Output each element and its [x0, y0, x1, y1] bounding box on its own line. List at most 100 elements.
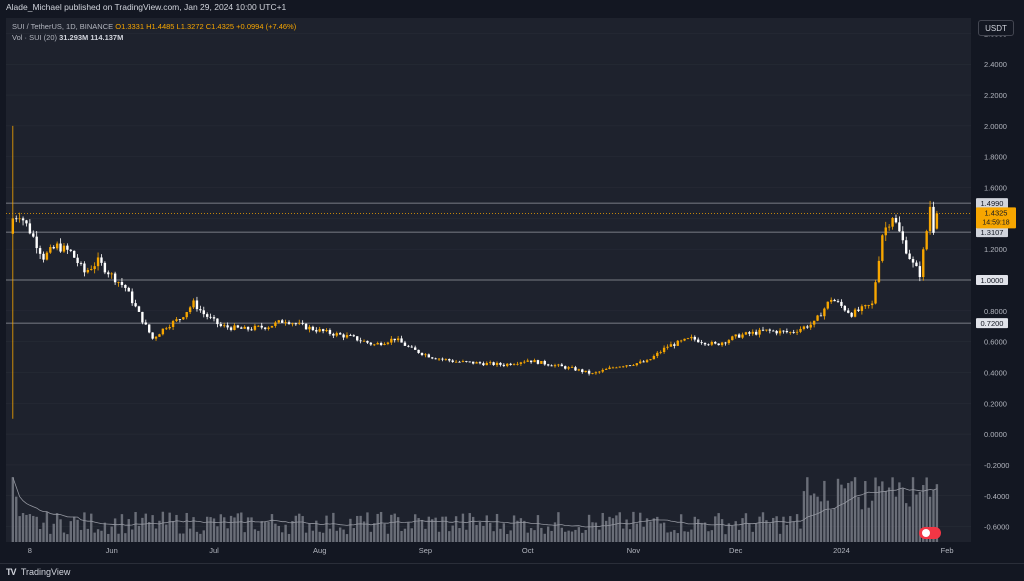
candle-body — [93, 266, 96, 270]
volume-bar — [727, 523, 731, 542]
volume-bar — [257, 530, 260, 542]
volume-bar — [287, 533, 291, 542]
candle-body — [55, 243, 59, 249]
volume-bar — [345, 534, 349, 542]
volume-bar — [564, 531, 567, 542]
candle-body — [823, 308, 826, 317]
volume-bar — [134, 512, 137, 542]
candle-body — [639, 361, 642, 364]
volume-bar — [734, 521, 737, 542]
legend-volume-row[interactable]: Vol · SUI (20) 31.293M 114.137M — [12, 33, 123, 42]
x-tick-label: Jun — [106, 546, 118, 555]
candle-body — [482, 363, 485, 366]
volume-bar — [492, 531, 495, 542]
legend-symbol-row[interactable]: SUI / TetherUS, 1D, BINANCE O1.3331 H1.4… — [12, 22, 296, 31]
volume-bar — [870, 500, 874, 542]
brand[interactable]: TV TradingView — [6, 566, 70, 578]
volume-bar — [205, 516, 209, 542]
volume-bar — [461, 513, 465, 542]
candle-body — [468, 361, 471, 363]
volume-bar — [489, 522, 492, 542]
legend-volume-value: 31.293M — [59, 33, 89, 42]
candle-body — [816, 315, 819, 321]
volume-bar — [666, 532, 669, 542]
volume-bar — [792, 521, 795, 542]
volume-bar — [778, 533, 782, 542]
candle-body — [328, 330, 332, 334]
candle-body — [546, 364, 550, 366]
currency-button[interactable]: USDT — [978, 20, 1014, 36]
volume-bar — [591, 522, 594, 542]
y-tick-label: 0.2000 — [984, 399, 1007, 408]
volume-bar — [843, 488, 847, 542]
candle-body — [877, 260, 881, 283]
candle-body — [526, 360, 529, 362]
candle-body — [632, 365, 635, 366]
volume-bars — [11, 477, 939, 542]
volume-bar — [267, 521, 270, 542]
candle-body — [533, 360, 536, 363]
volume-bar — [250, 517, 253, 542]
candle-body — [683, 338, 686, 341]
candle-body — [570, 367, 574, 368]
volume-bar — [148, 522, 151, 542]
candle-body — [710, 342, 714, 345]
us-flag-icon[interactable] — [919, 527, 941, 539]
volume-bar — [628, 529, 632, 542]
candle-body — [536, 360, 540, 364]
candle-body — [795, 331, 799, 333]
volume-bar — [236, 513, 240, 542]
volume-bar — [413, 514, 417, 542]
volume-bar — [635, 523, 639, 542]
volume-bar — [281, 532, 284, 542]
volume-bar — [925, 477, 928, 542]
candle-body — [485, 362, 488, 366]
candle-body — [393, 338, 396, 341]
volume-bar — [223, 517, 226, 542]
volume-bar — [928, 496, 932, 542]
candle-body — [799, 328, 802, 332]
candle-body — [175, 319, 178, 322]
volume-bar — [69, 521, 72, 542]
volume-bar — [485, 515, 488, 542]
candle-body — [761, 329, 765, 331]
y-tick-label: 1.6000 — [984, 184, 1007, 193]
candle-body — [819, 315, 823, 317]
candle-body — [697, 339, 700, 343]
volume-bar — [707, 531, 710, 542]
y-tick-label: 0.0000 — [984, 430, 1007, 439]
volume-bar — [451, 525, 454, 542]
legend-symbol[interactable]: SUI / TetherUS, 1D, BINANCE — [12, 22, 114, 31]
volume-bar — [471, 516, 475, 542]
volume-bar — [669, 531, 673, 542]
volume-bar — [789, 516, 792, 542]
volume-bar — [15, 496, 18, 542]
volume-bar — [703, 522, 707, 542]
volume-bar — [178, 533, 182, 542]
candle-body — [458, 361, 461, 363]
candle-body — [465, 361, 468, 362]
volume-bar — [311, 530, 315, 542]
volume-bar — [795, 514, 799, 542]
candle-body — [407, 345, 410, 347]
volume-bar — [96, 529, 100, 542]
candle-body — [120, 281, 124, 285]
volume-bar — [349, 518, 352, 542]
candle-body — [693, 336, 696, 340]
volume-bar — [509, 530, 512, 542]
candle-body — [141, 311, 144, 323]
volume-bar — [816, 496, 819, 542]
candle-body — [581, 369, 584, 373]
volume-bar — [891, 477, 894, 542]
volume-bar — [594, 522, 598, 542]
candle-body — [413, 347, 417, 350]
volume-bar — [441, 516, 444, 542]
candle-body — [359, 340, 362, 342]
candle-body — [727, 340, 731, 344]
candle-body — [676, 340, 679, 346]
candle-body — [209, 316, 212, 318]
volume-bar — [253, 529, 257, 542]
legend-volume-label[interactable]: Vol · SUI (20) — [12, 33, 58, 42]
volume-bar — [437, 531, 441, 542]
